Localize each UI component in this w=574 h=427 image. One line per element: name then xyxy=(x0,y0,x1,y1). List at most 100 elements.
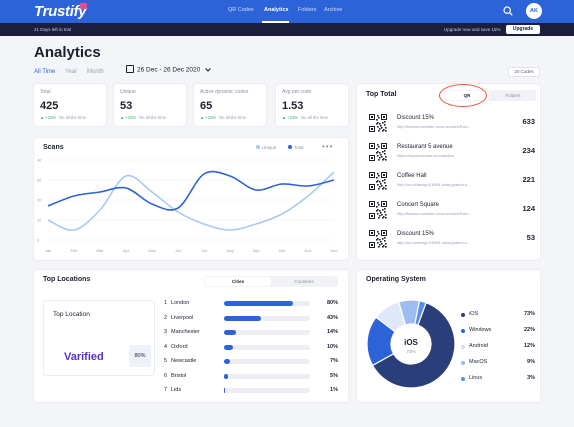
os-name: Android xyxy=(469,343,488,349)
os-dot-icon xyxy=(461,329,465,333)
top-navigation: Trustify QR Codes Analytics Folders Arch… xyxy=(0,0,574,23)
upgrade-button[interactable]: Upgrade xyxy=(506,25,540,34)
os-dot-icon xyxy=(461,377,465,381)
tab-folders[interactable]: Folders xyxy=(505,93,521,98)
filter-year[interactable]: Year xyxy=(65,69,78,75)
stat-value: 65 xyxy=(200,100,213,112)
tab-cities[interactable]: Cities xyxy=(205,277,271,286)
app-logo[interactable]: Trustify xyxy=(34,3,87,20)
qr-item-name: Concert Square xyxy=(397,202,440,208)
top-total-card: Top Total QR Folders Discount 15% http://… xyxy=(357,84,540,260)
location-bar xyxy=(224,388,225,393)
x-tick-label: May xyxy=(148,248,156,253)
donut-center-label: iOS xyxy=(404,338,418,347)
user-avatar[interactable]: AK xyxy=(526,3,542,19)
stat-label: Unique xyxy=(120,89,136,95)
location-percent: 7% xyxy=(330,358,338,364)
codes-count-chip[interactable]: 20 Codes xyxy=(508,67,540,77)
top-total-row[interactable]: Restaurant 5 avenue https://superconcise.… xyxy=(369,141,535,166)
os-row: MacOS 9% xyxy=(461,358,535,368)
qr-item-count: 124 xyxy=(522,204,535,213)
os-percent: 22% xyxy=(523,327,535,333)
stat-value: 1.53 xyxy=(282,100,304,112)
top-locations-card: Top Locations Cities Countries Top Locat… xyxy=(34,270,348,402)
filter-month[interactable]: Month xyxy=(87,69,104,75)
qr-item-name: Discount 15% xyxy=(397,231,435,237)
legend-dot-icon xyxy=(256,144,260,149)
qr-item-url: https://superconcise.ru/analytics xyxy=(397,153,454,158)
os-name: Linux xyxy=(469,375,483,381)
os-percent: 9% xyxy=(527,359,535,365)
x-tick-label: Jun xyxy=(175,248,181,253)
top-total-title: Top Total xyxy=(366,91,397,98)
nav-qr-codes[interactable]: QR Codes xyxy=(228,7,254,13)
series-line-total xyxy=(47,170,335,211)
more-options-icon[interactable]: ••• xyxy=(322,142,334,151)
top-location-percent: 80% xyxy=(129,345,151,367)
legend-dot-icon xyxy=(288,144,292,149)
location-bar-track xyxy=(224,388,310,393)
qr-item-count: 633 xyxy=(522,117,535,126)
top-total-row[interactable]: Discount 15% http://finance.rambler.ru/cu… xyxy=(369,112,535,137)
location-row: 6 Bristol 5% xyxy=(164,372,338,382)
location-name: Oxford xyxy=(171,343,188,350)
location-row: 7 Lids 1% xyxy=(164,386,338,396)
x-tick-label: Jul xyxy=(201,248,206,253)
qr-item-count: 221 xyxy=(522,175,535,184)
qr-item-url: http://ss.ru/design/16981-sklepgration-s… xyxy=(397,240,471,245)
stat-value: 53 xyxy=(120,100,133,112)
top-total-row[interactable]: Concert Square http://finance.rambler.ru/… xyxy=(369,199,535,224)
location-bar-track xyxy=(224,301,310,306)
location-percent: 43% xyxy=(326,314,338,321)
stat-label: Active dynamic codes xyxy=(200,89,249,95)
nav-analytics[interactable]: Analytics xyxy=(264,7,289,13)
location-rank: 3 xyxy=(164,329,168,335)
donut-hole xyxy=(391,324,431,364)
os-dot-icon xyxy=(461,361,465,365)
date-range-picker[interactable]: 26 Dec - 26 Dec 2020 xyxy=(126,65,211,74)
search-icon[interactable] xyxy=(503,6,513,16)
qr-code-icon xyxy=(369,143,387,161)
legend-unique[interactable]: Unique xyxy=(256,144,276,150)
top-total-row[interactable]: Discount 15% http://ss.ru/design/16981-sk… xyxy=(369,228,535,253)
os-row: Windows 22% xyxy=(461,326,535,336)
x-tick-label: Mar xyxy=(97,248,105,253)
active-nav-underline xyxy=(262,21,289,23)
location-bar-track xyxy=(224,373,310,379)
location-bar xyxy=(224,301,293,306)
x-tick-label: Feb xyxy=(71,248,79,253)
stat-delta: ▲ +23% No all the time xyxy=(40,115,86,120)
y-tick-label: 0 xyxy=(37,239,39,243)
stat-card-active-codes: Active dynamic codes 65 ▲ +23% No all the… xyxy=(194,84,266,126)
tab-countries[interactable]: Countries xyxy=(294,279,314,284)
location-bar-track xyxy=(224,344,310,350)
stat-delta: ▲ +10% No all the time xyxy=(120,115,166,120)
os-name: iOS xyxy=(469,311,479,317)
stat-label: Total xyxy=(40,89,51,95)
page-title: Analytics xyxy=(34,44,101,61)
legend-total[interactable]: Total xyxy=(288,144,304,150)
x-tick-label: Nov xyxy=(304,248,311,253)
os-donut-chart: iOS 73% xyxy=(366,299,456,389)
stat-delta: ▲ +23% No all the time xyxy=(282,115,328,120)
location-name: Manchester xyxy=(171,329,200,335)
stat-card-avg-per-code: Avg per code 1.53 ▲ +23% No all the time xyxy=(276,84,348,126)
os-dot-icon xyxy=(461,345,465,349)
top-location-label: Top Location xyxy=(53,311,90,318)
os-dot-icon xyxy=(461,313,465,317)
os-name: Windows xyxy=(469,327,492,333)
x-tick-label: Sep xyxy=(252,248,260,253)
location-bar-track xyxy=(224,359,310,364)
os-percent: 12% xyxy=(523,343,535,349)
top-total-row[interactable]: Coffee Hall http://ss.ru/design/16981-skl… xyxy=(369,170,535,195)
x-tick-label: Dec xyxy=(330,248,337,253)
nav-folders[interactable]: Folders xyxy=(298,7,317,13)
os-percent: 3% xyxy=(527,375,535,381)
operating-system-card: Operating System iOS 73% iOS 73% Windows 22%… xyxy=(357,270,540,402)
nav-archive[interactable]: Archive xyxy=(324,7,343,13)
filter-all-time[interactable]: All Time xyxy=(34,69,56,75)
operating-system-title: Operating System xyxy=(366,276,426,283)
location-rank: 6 xyxy=(164,372,168,379)
qr-item-url: http://finance.rambler.ru/currencies/Ect… xyxy=(397,124,472,129)
location-percent: 14% xyxy=(326,329,338,335)
